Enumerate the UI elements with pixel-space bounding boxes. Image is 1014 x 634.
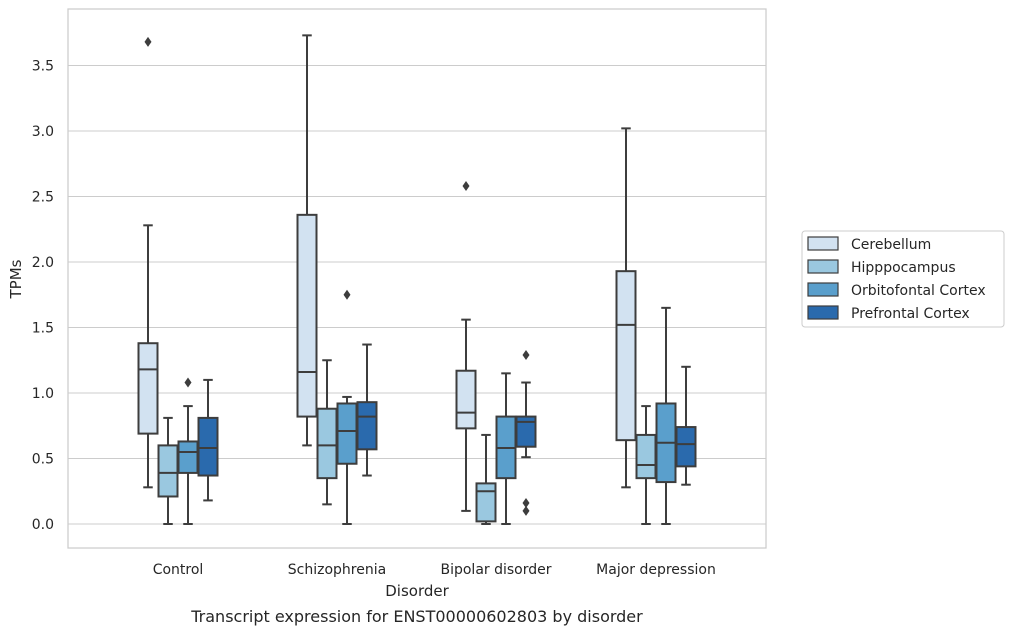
box-orbitofontal-cortex-control: [177, 377, 199, 525]
legend-label: Cerebellum: [851, 237, 931, 253]
x-tick-labels: Control Schizophrenia Bipolar disorder Majo…: [153, 562, 716, 578]
outlier-point: [343, 289, 351, 300]
box-orbitofontal-cortex-schizophrenia: [336, 289, 358, 525]
y-tick-label: 3.0: [32, 124, 54, 140]
box-cerebellum-schizophrenia: [296, 34, 318, 447]
y-tick-label: 3.5: [32, 59, 54, 75]
x-axis-label: Disorder: [385, 582, 449, 600]
outlier-point: [522, 498, 530, 509]
outlier-point: [462, 181, 470, 192]
x-tick-label: Bipolar disorder: [440, 562, 551, 578]
box-iqr: [137, 342, 159, 435]
y-tick-label: 0.0: [32, 517, 54, 533]
box-iqr: [296, 213, 318, 418]
box-cerebellum-bipolar-disorder: [455, 181, 477, 512]
y-tick-label: 1.0: [32, 386, 54, 402]
box-cerebellum-control: [137, 36, 159, 489]
box-hipppocampus-control: [157, 416, 179, 525]
chart-caption: Transcript expression for ENST0000060280…: [190, 607, 643, 626]
box-iqr: [615, 270, 637, 442]
y-tick-label: 2.0: [32, 255, 54, 271]
box-series: [137, 34, 697, 525]
box-iqr: [455, 369, 477, 430]
box-orbitofontal-cortex-bipolar-disorder: [495, 372, 517, 525]
outlier-point: [184, 377, 192, 388]
y-tick-label: 1.5: [32, 321, 54, 337]
box-iqr: [515, 415, 537, 448]
legend-label: Prefrontal Cortex: [851, 306, 970, 322]
legend-frame: [801, 230, 1005, 328]
box-iqr: [475, 482, 497, 523]
box-prefrontal-cortex-schizophrenia: [356, 343, 378, 477]
box-prefrontal-cortex-control: [197, 378, 219, 502]
legend-swatch: [807, 236, 839, 251]
legend: Cerebellum Hipppocampus Orbitofontal Corte…: [801, 230, 1005, 328]
box-iqr: [356, 401, 378, 451]
plot-frame: [67, 8, 767, 549]
box-cerebellum-major-depression: [615, 127, 637, 489]
box-prefrontal-cortex-major-depression: [675, 365, 697, 486]
y-tick-label: 2.5: [32, 190, 54, 206]
x-tick-label: Schizophrenia: [288, 562, 386, 578]
box-iqr: [177, 440, 199, 474]
y-axis-label: TPMs: [7, 259, 25, 299]
box-iqr: [316, 407, 338, 480]
legend-swatch: [807, 282, 839, 297]
legend-swatch: [807, 259, 839, 274]
box-iqr: [336, 402, 358, 465]
box-iqr: [675, 426, 697, 468]
box-hipppocampus-bipolar-disorder: [475, 433, 497, 525]
outlier-point: [522, 505, 530, 516]
y-tick-label: 0.5: [32, 452, 54, 468]
x-tick-label: Major depression: [596, 562, 716, 578]
y-tick-labels: 0.0 0.5 1.0 1.5 2.0 2.5 3.0 3.5: [32, 59, 54, 534]
box-hipppocampus-major-depression: [635, 405, 657, 525]
box-iqr: [635, 433, 657, 480]
box-iqr: [197, 416, 219, 477]
legend-label: Orbitofontal Cortex: [851, 283, 986, 299]
outlier-point: [522, 350, 530, 361]
box-iqr: [157, 444, 179, 498]
legend-label: Hipppocampus: [851, 260, 956, 276]
outlier-point: [144, 36, 152, 47]
box-prefrontal-cortex-bipolar-disorder: [515, 350, 537, 516]
legend-swatch: [807, 305, 839, 320]
x-tick-label: Control: [153, 562, 204, 578]
